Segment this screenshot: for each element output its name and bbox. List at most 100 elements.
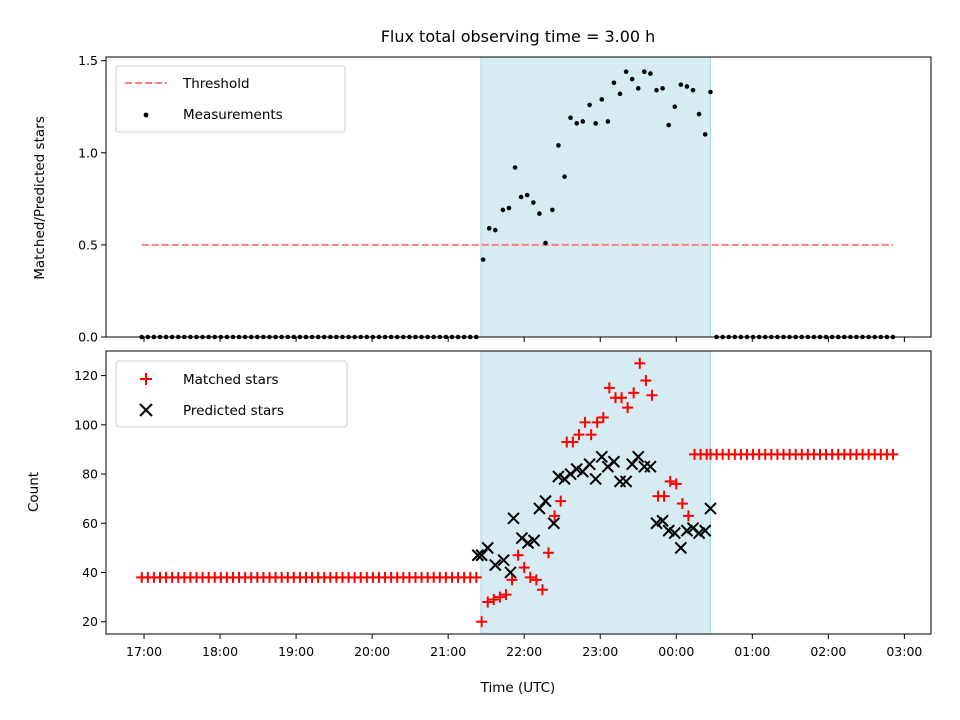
top-x-ticks — [143, 337, 905, 342]
top-panel: 0.0 0.5 1.0 1.5 Matched/Predicted stars Thr… — [32, 53, 932, 345]
matched-star-point — [658, 490, 670, 502]
matched-star-point — [682, 510, 694, 522]
predicted-star-point — [583, 457, 596, 471]
measurement-point — [580, 119, 586, 124]
matched-star-point — [597, 411, 609, 423]
matched-star-point — [573, 429, 585, 441]
top-axes-frame — [105, 56, 932, 338]
predicted-star-point — [504, 566, 517, 579]
bottom-predicted-points — [471, 450, 717, 579]
measurement-point — [648, 71, 653, 76]
measurement-point — [524, 192, 530, 198]
legend-predicted-label: Predicted stars — [183, 403, 284, 419]
matched-star-point — [476, 616, 488, 628]
x-tick-label: 19:00 — [278, 644, 314, 659]
matched-star-point — [628, 387, 640, 399]
matched-star-point — [482, 596, 494, 608]
matched-star-point — [506, 574, 518, 586]
legend-predicted-swatch — [139, 403, 153, 417]
x-tick-label: 21:00 — [430, 644, 466, 659]
predicted-star-point — [668, 526, 681, 540]
x-tick-label: 20:00 — [354, 644, 390, 659]
measurement-point — [593, 121, 598, 126]
legend-matched-swatch — [140, 373, 152, 385]
bottom-y-tick-label: 80 — [82, 467, 98, 482]
bottom-legend: Matched stars Predicted stars — [115, 360, 348, 428]
predicted-star-point — [527, 534, 541, 547]
matched-star-point — [555, 495, 567, 507]
predicted-star-point — [632, 450, 645, 464]
matched-star-point — [887, 448, 899, 460]
predicted-star-point — [507, 512, 520, 525]
top-y-tick-label: 0.5 — [78, 237, 98, 252]
bottom-y-axis-label: Count — [26, 472, 42, 512]
matched-star-point — [549, 510, 561, 522]
predicted-star-point — [497, 553, 510, 567]
top-y-axis-label: Matched/Predicted stars — [32, 116, 48, 279]
measurement-point — [562, 174, 567, 180]
bottom-y-ticks: 20 40 60 80 100 120 — [74, 368, 106, 629]
bottom-axes-frame — [105, 350, 932, 635]
predicted-star-point — [547, 517, 561, 530]
chart-title: Flux total observing time = 3.00 h — [381, 27, 656, 46]
measurement-point — [556, 143, 561, 148]
measurement-point — [611, 80, 617, 86]
measurement-point — [623, 69, 629, 75]
measurement-point — [599, 97, 605, 102]
measurement-point — [568, 115, 573, 121]
measurement-point — [500, 207, 506, 213]
x-tick-label: 02:00 — [810, 644, 846, 659]
matched-star-point — [603, 382, 615, 394]
matched-star-point — [500, 589, 512, 601]
measurement-point — [684, 84, 690, 89]
predicted-star-point — [607, 455, 621, 468]
matched-star-point — [670, 478, 682, 490]
legend-measurements-label: Measurements — [183, 107, 283, 123]
matched-star-point — [567, 436, 579, 448]
measurement-point — [654, 87, 659, 93]
measurement-point — [605, 119, 611, 124]
measurement-point — [635, 86, 641, 91]
bottom-y-tick-label: 60 — [82, 516, 98, 531]
predicted-star-point — [481, 541, 494, 555]
top-y-ticks: 0.0 0.5 1.0 1.5 — [78, 53, 106, 345]
x-tick-label: 00:00 — [658, 644, 694, 659]
bottom-y-tick-label: 100 — [74, 417, 98, 432]
matched-star-point — [640, 375, 652, 387]
matched-star-point — [616, 392, 628, 404]
bottom-x-ticks: 17:00 18:00 19:00 20:00 21:00 22:00 23:00 00:00… — [126, 634, 922, 659]
measurement-point — [708, 89, 713, 95]
matched-star-point — [470, 571, 482, 583]
measurement-point — [617, 91, 623, 97]
measurement-point — [480, 257, 486, 262]
bottom-legend-box — [115, 360, 348, 428]
measurement-point — [518, 194, 524, 200]
top-legend-box — [115, 65, 346, 133]
matched-star-point — [494, 591, 506, 603]
legend-measurements-swatch — [143, 112, 149, 118]
matched-star-point — [585, 429, 597, 441]
predicted-star-point — [656, 514, 669, 528]
top-y-tick-label: 0.0 — [78, 330, 98, 345]
predicted-star-point — [589, 472, 602, 486]
measurement-point — [642, 69, 647, 75]
measurement-point — [660, 86, 665, 91]
predicted-star-point — [619, 475, 633, 488]
predicted-star-point — [595, 450, 608, 464]
measurement-point — [678, 82, 684, 87]
top-shade-region — [480, 56, 711, 338]
top-y-tick-label: 1.0 — [78, 145, 98, 160]
legend-matched-label: Matched stars — [183, 372, 279, 388]
x-tick-label: 22:00 — [506, 644, 542, 659]
bottom-panel: 20 40 60 80 100 120 17:00 18:00 19:00 20:00 21:00… — [26, 350, 932, 696]
x-tick-label: 03:00 — [886, 644, 922, 659]
predicted-star-point — [539, 494, 552, 508]
legend-threshold-label: Threshold — [182, 76, 250, 92]
measurement-point — [629, 76, 635, 82]
bottom-y-tick-label: 120 — [74, 368, 98, 383]
x-tick-label: 18:00 — [202, 644, 238, 659]
measurement-point — [696, 111, 702, 117]
bottom-shade-region — [480, 350, 711, 635]
bottom-y-tick-label: 40 — [82, 565, 98, 580]
measurement-point — [506, 205, 512, 211]
